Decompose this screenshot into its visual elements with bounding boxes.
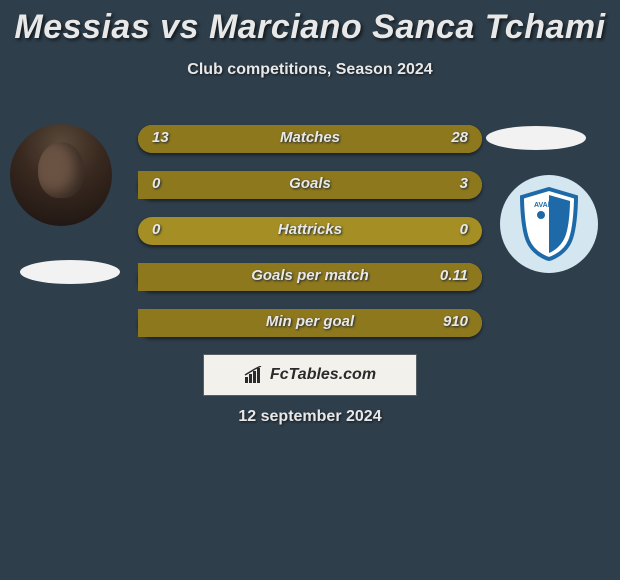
stat-row-goals: 0 Goals 3 bbox=[138, 171, 482, 199]
svg-text:AVAÍ F.C.: AVAÍ F.C. bbox=[534, 200, 564, 209]
stat-right-value: 0.11 bbox=[440, 267, 468, 284]
date-text: 12 september 2024 bbox=[0, 408, 620, 426]
subtitle: Club competitions, Season 2024 bbox=[0, 61, 620, 79]
branding-text: FcTables.com bbox=[270, 366, 376, 384]
club-shield-icon: AVAÍ F.C. bbox=[518, 187, 580, 261]
stat-row-hattricks: 0 Hattricks 0 bbox=[138, 217, 482, 245]
stat-label: Goals per match bbox=[138, 267, 482, 284]
stat-right-value: 3 bbox=[460, 175, 468, 192]
bar-chart-icon bbox=[244, 366, 264, 384]
stat-bars: 13 Matches 28 0 Goals 3 0 Hattricks 0 Go… bbox=[138, 125, 482, 355]
stat-row-gpm: Goals per match 0.11 bbox=[138, 263, 482, 291]
stat-row-matches: 13 Matches 28 bbox=[138, 125, 482, 153]
stat-label: Min per goal bbox=[138, 313, 482, 330]
stat-label: Matches bbox=[138, 129, 482, 146]
page-title: Messias vs Marciano Sanca Tchami bbox=[0, 0, 620, 47]
player-left-avatar bbox=[10, 124, 112, 226]
stat-right-value: 910 bbox=[443, 313, 468, 330]
stat-label: Goals bbox=[138, 175, 482, 192]
stat-right-value: 0 bbox=[460, 221, 468, 238]
branding-box: FcTables.com bbox=[203, 354, 417, 396]
stat-right-value: 28 bbox=[451, 129, 468, 146]
comparison-card: Messias vs Marciano Sanca Tchami Club co… bbox=[0, 0, 620, 580]
stat-row-mpg: Min per goal 910 bbox=[138, 309, 482, 337]
player-right-badge: AVAÍ F.C. bbox=[500, 175, 598, 273]
stat-label: Hattricks bbox=[138, 221, 482, 238]
player-left-plinth bbox=[20, 260, 120, 284]
player-right-plinth bbox=[486, 126, 586, 150]
